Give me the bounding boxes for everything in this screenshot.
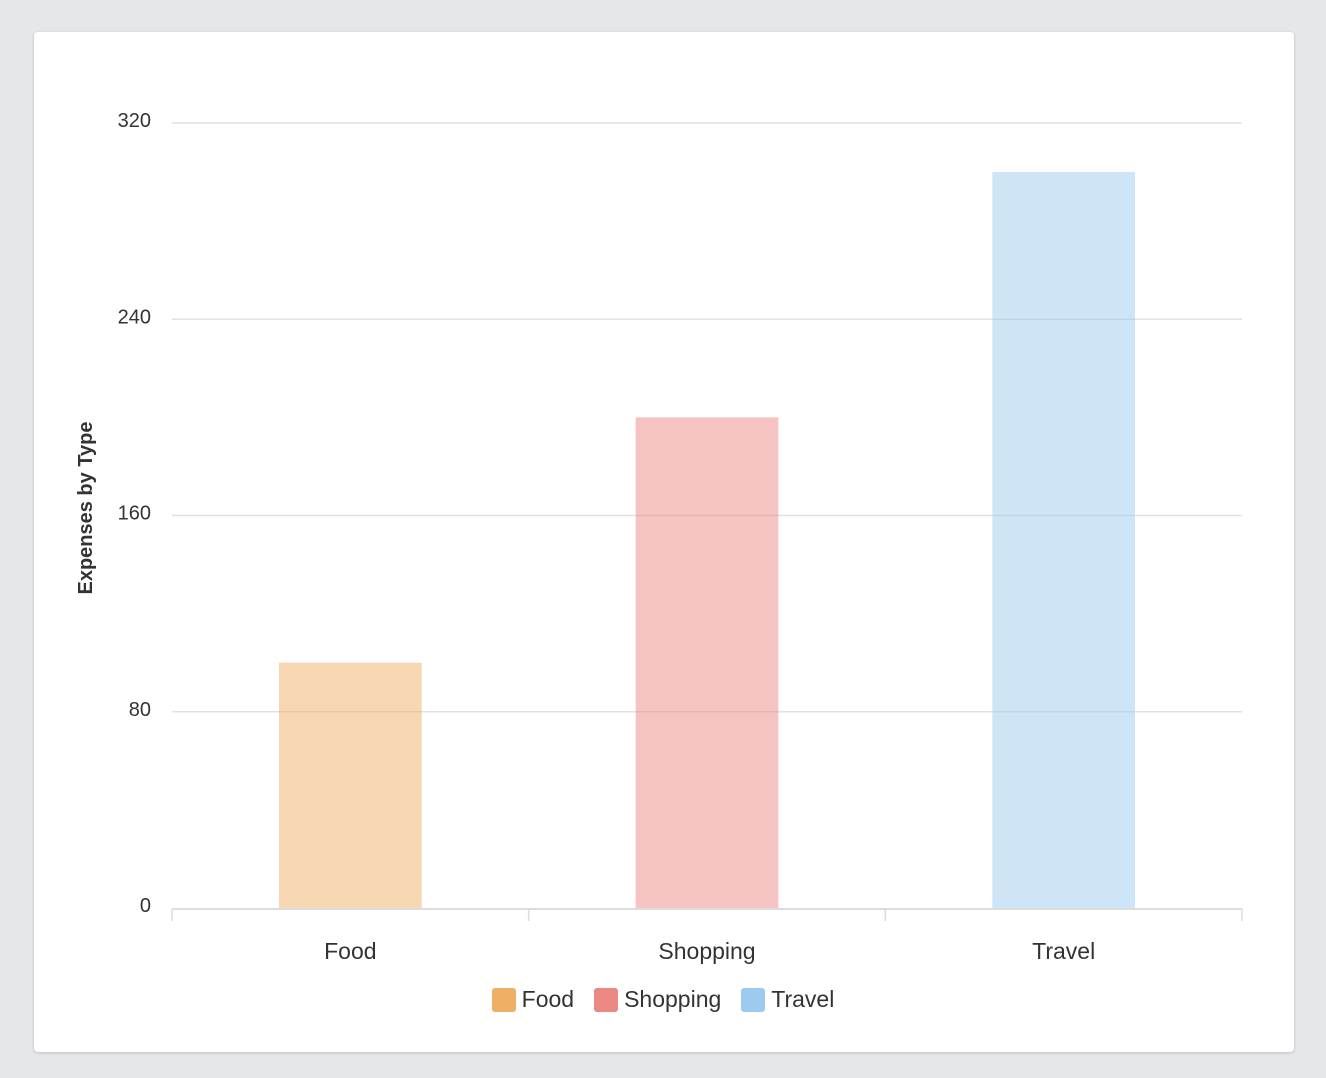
y-tick-label: 320 <box>118 110 151 132</box>
y-tick-label: 0 <box>140 895 151 917</box>
y-tick-label: 240 <box>118 306 151 328</box>
legend-swatch <box>491 987 516 1012</box>
legend: Food Shopping Travel <box>0 986 1326 1013</box>
x-tick-label: Food <box>324 938 376 964</box>
bar-food <box>279 662 422 908</box>
y-tick-label: 80 <box>129 699 151 721</box>
legend-label: Food <box>521 986 575 1012</box>
legend-swatch <box>741 987 766 1012</box>
legend-label: Shopping <box>624 986 722 1012</box>
x-tick-label: Travel <box>1032 938 1095 964</box>
y-axis-label: Expenses by Type <box>75 421 97 594</box>
legend-swatch <box>594 987 619 1012</box>
legend-label: Travel <box>771 986 835 1012</box>
x-tick-label: Shopping <box>658 938 755 964</box>
bar-shopping <box>635 417 779 908</box>
y-tick-label: 160 <box>118 503 151 525</box>
legend-item-travel[interactable]: Travel <box>741 986 834 1013</box>
bar-travel <box>992 172 1135 908</box>
legend-item-food[interactable]: Food <box>491 986 575 1013</box>
legend-item-shopping[interactable]: Shopping <box>594 986 721 1013</box>
